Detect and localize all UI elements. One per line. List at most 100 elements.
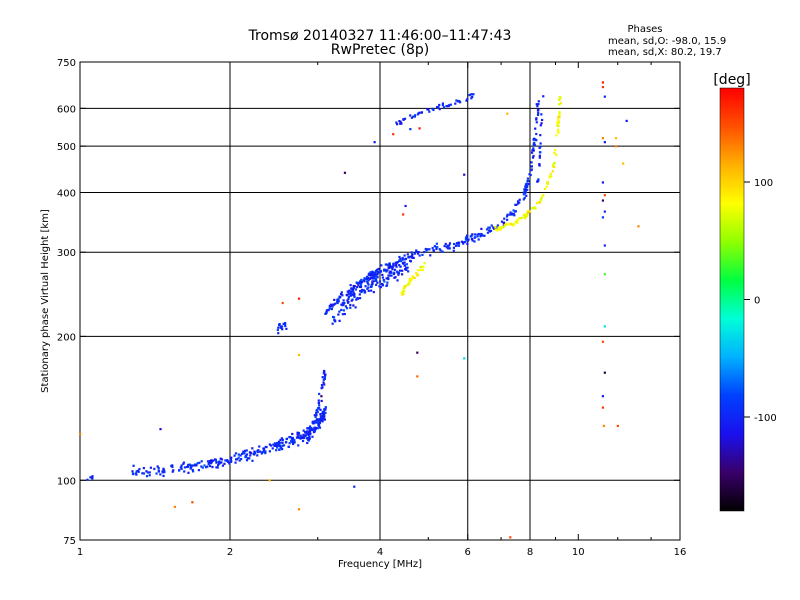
- data-point: [425, 249, 428, 252]
- data-point: [322, 378, 325, 381]
- data-point: [211, 459, 215, 462]
- axis-ticks: 1 2 4 6 8 10 16 75 100 200 300 400 500 600 750: [57, 58, 686, 558]
- data-point: [406, 253, 409, 256]
- data-point: [539, 199, 542, 202]
- data-point: [370, 289, 373, 292]
- data-point: [359, 281, 363, 284]
- scatter-echo-point: [281, 301, 284, 305]
- data-point: [198, 461, 201, 464]
- data-point: [461, 241, 465, 244]
- data-point: [385, 270, 388, 273]
- data-point: [503, 217, 506, 220]
- scatter-echo-point: [297, 508, 301, 511]
- data-point: [518, 198, 521, 201]
- data-point: [364, 291, 367, 294]
- data-point: [387, 264, 390, 267]
- data-point: [208, 459, 212, 463]
- data-point: [228, 462, 231, 465]
- data-point: [311, 428, 314, 432]
- data-point: [535, 118, 538, 121]
- data-point: [302, 433, 305, 436]
- data-point: [505, 222, 508, 225]
- data-point: [162, 474, 165, 478]
- data-point: [466, 242, 469, 245]
- data-point: [525, 182, 529, 185]
- data-point: [456, 100, 460, 103]
- data-point: [413, 276, 416, 280]
- data-point: [506, 223, 509, 226]
- scatter-echo-point: [601, 340, 605, 343]
- data-point: [399, 265, 402, 268]
- data-point: [305, 430, 308, 433]
- data-point: [201, 466, 204, 469]
- data-point: [497, 227, 500, 230]
- grid-lines: [80, 62, 680, 540]
- data-point: [417, 250, 420, 254]
- data-point: [512, 209, 515, 212]
- data-point: [197, 469, 201, 472]
- data-point: [404, 257, 408, 260]
- data-point: [531, 156, 535, 159]
- data-point: [424, 247, 427, 251]
- data-point: [421, 268, 424, 272]
- data-point: [251, 447, 254, 450]
- data-point: [390, 274, 393, 277]
- data-point: [548, 176, 551, 179]
- data-point: [371, 272, 374, 275]
- data-point: [206, 465, 209, 468]
- data-point: [268, 443, 271, 446]
- data-point: [537, 103, 540, 106]
- data-point: [291, 440, 294, 444]
- data-point: [494, 225, 497, 229]
- data-point: [522, 191, 525, 194]
- data-point: [464, 236, 468, 239]
- data-point: [552, 163, 555, 166]
- data-point: [281, 328, 284, 331]
- data-point: [249, 452, 253, 455]
- data-point: [258, 445, 261, 448]
- data-point: [179, 466, 182, 469]
- data-point: [524, 215, 527, 218]
- data-point: [256, 450, 259, 454]
- data-point: [306, 427, 309, 430]
- data-point: [527, 182, 531, 186]
- data-point: [435, 105, 439, 109]
- data-point: [539, 151, 542, 154]
- y-tick-label: 750: [57, 58, 76, 69]
- data-point: [219, 457, 222, 460]
- scatter-echo-point: [373, 141, 376, 144]
- data-point: [349, 306, 352, 309]
- data-point: [417, 269, 420, 272]
- data-point: [276, 446, 279, 449]
- data-point: [358, 297, 362, 300]
- data-point: [290, 438, 294, 441]
- data-point: [350, 287, 353, 290]
- data-point: [324, 406, 327, 409]
- data-point: [558, 113, 561, 116]
- data-point: [392, 272, 396, 276]
- data-point: [374, 277, 378, 280]
- data-point: [438, 248, 441, 251]
- x-tick-label: 2: [227, 547, 233, 558]
- scatter-echo-point: [601, 395, 605, 398]
- data-point: [557, 98, 561, 102]
- data-point: [532, 154, 535, 158]
- data-point: [342, 299, 345, 302]
- data-point: [359, 284, 363, 287]
- data-point: [153, 467, 156, 470]
- data-point: [349, 303, 352, 307]
- data-point: [494, 228, 497, 231]
- data-point: [522, 198, 525, 201]
- data-point: [499, 228, 502, 231]
- data-point: [366, 281, 369, 285]
- data-point: [200, 460, 203, 463]
- data-point: [503, 224, 506, 227]
- data-point: [353, 295, 356, 298]
- data-point: [320, 399, 323, 403]
- x-axis-label: Frequency [MHz]: [338, 559, 422, 570]
- data-point: [307, 432, 310, 435]
- data-point: [242, 452, 245, 455]
- data-point: [410, 254, 414, 257]
- data-point: [296, 433, 299, 436]
- data-point: [455, 99, 458, 102]
